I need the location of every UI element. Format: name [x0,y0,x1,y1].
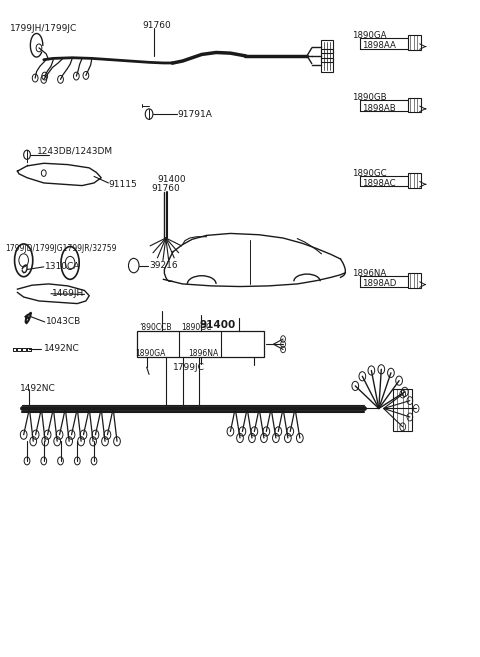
Bar [137,331,264,357]
Text: 1890GA: 1890GA [135,349,165,358]
Text: 1799JH/1799JC: 1799JH/1799JC [10,24,77,34]
Bar [322,40,333,53]
Bar [322,58,333,72]
Text: 1898AD: 1898AD [362,279,396,288]
Bar [322,49,333,62]
Text: 1469JH: 1469JH [52,289,84,298]
Bar [408,273,421,288]
Bar [408,173,421,187]
Text: 91760: 91760 [152,184,180,193]
Text: 1896NA: 1896NA [352,269,387,278]
Text: 91400: 91400 [199,320,236,330]
Text: 91400: 91400 [157,175,186,183]
Text: 39216: 39216 [149,261,178,270]
Text: 1898AB: 1898AB [362,104,396,113]
Text: 1043CB: 1043CB [46,317,81,327]
Text: 1310CA: 1310CA [45,262,80,271]
Text: 1896NA: 1896NA [188,349,218,358]
Text: 91791A: 91791A [178,110,213,119]
Bar [408,98,421,112]
Text: ’890CCB: ’890CCB [140,323,172,332]
Text: 91760: 91760 [142,21,170,30]
Text: 1890GB: 1890GB [352,93,387,102]
Text: 1799JC: 1799JC [173,363,204,373]
Text: 91115: 91115 [108,180,137,189]
Text: 1799JD/1799JG1799JR/32759: 1799JD/1799JG1799JR/32759 [5,244,117,253]
Text: 1890GA: 1890GA [352,31,387,40]
Text: 1492NC: 1492NC [20,384,56,394]
Text: 1890GC: 1890GC [352,169,387,177]
Bar [408,35,421,50]
Bar [393,389,412,432]
Text: 1898AC: 1898AC [362,179,396,188]
Text: 1492NC: 1492NC [44,344,80,353]
Text: 1890GC: 1890GC [181,323,212,332]
Text: 1243DB/1243DM: 1243DB/1243DM [36,147,113,156]
Text: 1898AA: 1898AA [362,41,396,51]
